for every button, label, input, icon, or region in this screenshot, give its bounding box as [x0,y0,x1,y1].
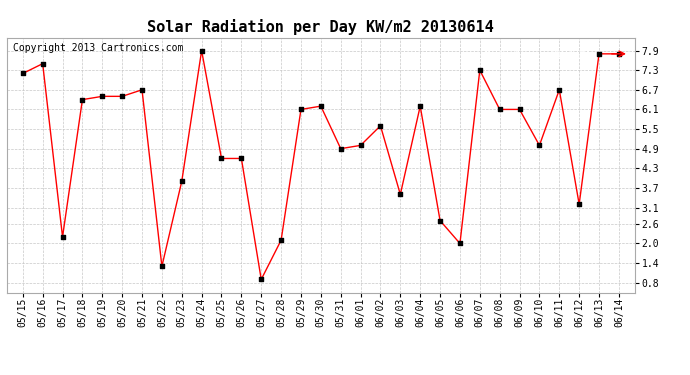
Point [573,201,584,207]
Point [455,240,466,246]
Point [97,93,108,99]
Point [17,70,28,76]
Point [196,48,207,54]
Point [295,106,306,112]
Point [375,123,386,129]
Point [474,67,485,73]
Point [335,146,346,152]
Point [514,106,525,112]
Point [494,106,505,112]
Point [176,178,187,184]
Point [355,142,366,148]
Point [395,191,406,197]
Point [77,97,88,103]
Point [435,217,446,223]
Point [236,156,247,162]
Title: Solar Radiation per Day KW/m2 20130614: Solar Radiation per Day KW/m2 20130614 [148,19,494,35]
Text: Copyright 2013 Cartronics.com: Copyright 2013 Cartronics.com [13,43,184,52]
Point [415,103,426,109]
Point [37,61,48,67]
Point [216,156,227,162]
Point [57,234,68,240]
Point [256,276,267,282]
Point [593,51,604,57]
Point [157,263,168,269]
Point [137,87,148,93]
Point [534,142,545,148]
Point [315,103,326,109]
Point [275,237,286,243]
Point [117,93,128,99]
Point [613,51,624,57]
Point [554,87,565,93]
